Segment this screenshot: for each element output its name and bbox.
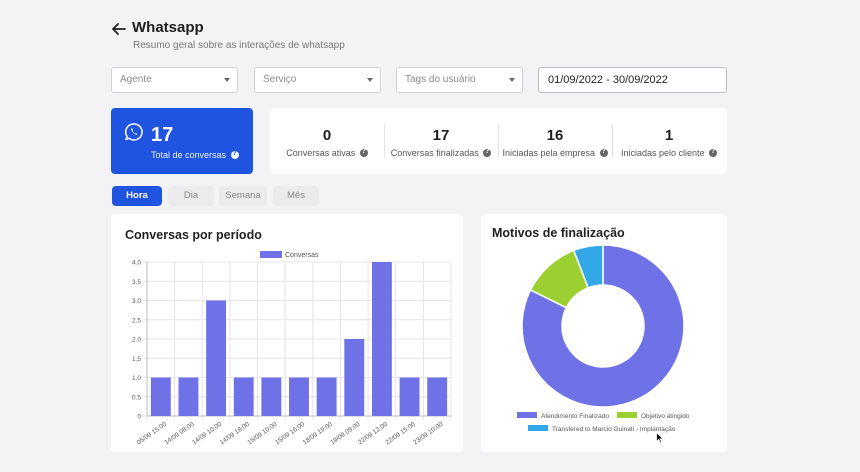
date-range-input[interactable]: 01/09/2022 - 30/09/2022	[538, 67, 727, 93]
donut-chart-title: Motivos de finalização	[492, 226, 625, 240]
y-tick-label: 0	[137, 414, 141, 421]
legend-swatch	[528, 425, 548, 431]
y-tick-label: 1.0	[132, 375, 141, 382]
x-tick-label: 18/09 19:00	[302, 421, 334, 447]
bar	[261, 377, 282, 416]
stat-label-text: Conversas ativas	[286, 148, 356, 158]
y-tick-label: 0.5	[132, 394, 141, 401]
service-select[interactable]: Serviço	[254, 67, 381, 93]
stat-label-text: Iniciadas pelo cliente	[620, 148, 705, 158]
tab-semana[interactable]: Semana	[219, 186, 267, 206]
x-tick-label: 23/09 10:00	[412, 421, 444, 447]
stat-label: Conversas ativas	[270, 148, 384, 158]
x-tick-label: 14/09 10:00	[191, 421, 223, 447]
bar	[178, 377, 199, 416]
bar-chart-title: Conversas por período	[125, 228, 262, 242]
x-tick-label: 14/09 18:00	[219, 421, 251, 447]
stat-started-by-client: 1 Iniciadas pelo cliente	[612, 118, 726, 164]
legend-swatch	[517, 412, 537, 418]
stat-label-text: Iniciadas pela empresa	[502, 148, 596, 158]
stats-card: 0 Conversas ativas 17 Conversas finaliza…	[270, 108, 727, 174]
stat-label: Iniciadas pela empresa	[498, 148, 612, 158]
user-tags-select[interactable]: Tags do usuário	[396, 67, 523, 93]
chart-legend: Conversas	[260, 251, 319, 259]
back-arrow-icon[interactable]	[111, 20, 127, 38]
x-tick-label: 22/09 12:00	[357, 421, 389, 447]
stat-label: Iniciadas pelo cliente	[612, 148, 726, 158]
x-tick-label: 05/09 15:00	[136, 421, 168, 447]
bar	[344, 339, 365, 416]
stat-value: 16	[546, 127, 564, 144]
stat-started-by-company: 16 Iniciadas pela empresa	[498, 118, 612, 164]
conversations-by-period-panel: Conversas por período Conversas 0 0.5 1.0 1.…	[111, 214, 463, 452]
legend-swatch	[260, 251, 282, 258]
help-icon[interactable]	[599, 148, 608, 157]
donut-legend: Atendimento Finalizado Objetivo atingido T…	[517, 412, 690, 433]
chevron-down-icon	[509, 78, 515, 82]
donut-chart: Atendimento Finalizado Objetivo atingido T…	[517, 244, 690, 433]
y-tick-label: 1.5	[132, 356, 141, 363]
bar	[316, 377, 337, 416]
y-tick-label: 3.0	[132, 298, 141, 305]
chevron-down-icon	[224, 78, 230, 82]
x-tick-label: 15/09 16:00	[274, 421, 306, 447]
help-icon[interactable]	[709, 148, 718, 157]
tab-dia[interactable]: Dia	[168, 186, 214, 206]
bar	[150, 377, 171, 416]
legend-label: Conversas	[285, 252, 319, 259]
total-conversations-label: Total de conversas	[151, 150, 239, 160]
bar	[289, 377, 309, 416]
page-title: Whatsapp	[132, 19, 204, 36]
bar	[427, 377, 448, 416]
bar	[233, 377, 254, 416]
stat-value: 0	[322, 127, 332, 144]
donut-slice	[521, 244, 685, 408]
donut-slice	[572, 244, 604, 289]
agent-select-label: Agente	[120, 74, 152, 85]
bar	[399, 377, 420, 416]
legend-label: Transfered to Marcio Guinati - Implantaç…	[552, 426, 676, 433]
bar-chart: Conversas 0 0.5 1.0 1.5 2.0 2.5 3.0 3.5 4.0 05/09 …	[132, 251, 452, 447]
tab-mes[interactable]: Mês	[273, 186, 319, 206]
x-tick-label: 15/09 10:00	[246, 421, 278, 447]
help-icon[interactable]	[483, 148, 492, 157]
help-icon[interactable]	[230, 150, 239, 159]
total-conversations-value: 17	[151, 124, 174, 146]
stat-active-conversations: 0 Conversas ativas	[270, 118, 384, 164]
help-icon[interactable]	[359, 148, 368, 157]
agent-select[interactable]: Agente	[111, 67, 238, 93]
total-conversations-label-text: Total de conversas	[151, 150, 227, 160]
legend-label: Objetivo atingido	[641, 413, 690, 420]
stat-finished-conversations: 17 Conversas finalizadas	[384, 118, 498, 164]
bar	[371, 262, 392, 416]
legend-label: Atendimento Finalizado	[541, 413, 609, 420]
bar	[206, 300, 227, 416]
tab-hora[interactable]: Hora	[112, 186, 162, 206]
page-subtitle: Resumo geral sobre as interações de what…	[133, 40, 345, 51]
mouse-cursor-icon	[656, 432, 664, 444]
service-select-label: Serviço	[263, 74, 297, 85]
x-tick-label: 19/09 09:00	[329, 421, 361, 447]
legend-swatch	[617, 412, 637, 418]
x-tick-label: 14/09 08:00	[163, 421, 195, 447]
y-tick-label: 2.5	[132, 317, 141, 324]
whatsapp-icon	[124, 123, 143, 141]
stat-label-text: Conversas finalizadas	[390, 148, 479, 158]
user-tags-select-label: Tags do usuário	[405, 74, 476, 85]
stat-value: 17	[432, 127, 450, 144]
total-conversations-card: 17 Total de conversas	[111, 108, 253, 174]
y-tick-label: 2.0	[132, 337, 141, 344]
stat-value: 1	[664, 127, 674, 144]
y-tick-label: 4.0	[132, 260, 141, 267]
finalization-reasons-panel: Motivos de finalização Atendimento Final…	[481, 214, 727, 452]
x-tick-label: 22/09 15:00	[385, 421, 417, 447]
chevron-down-icon	[367, 78, 373, 82]
stat-label: Conversas finalizadas	[384, 148, 498, 158]
date-range-value: 01/09/2022 - 30/09/2022	[548, 74, 668, 86]
y-tick-label: 3.5	[132, 279, 141, 286]
